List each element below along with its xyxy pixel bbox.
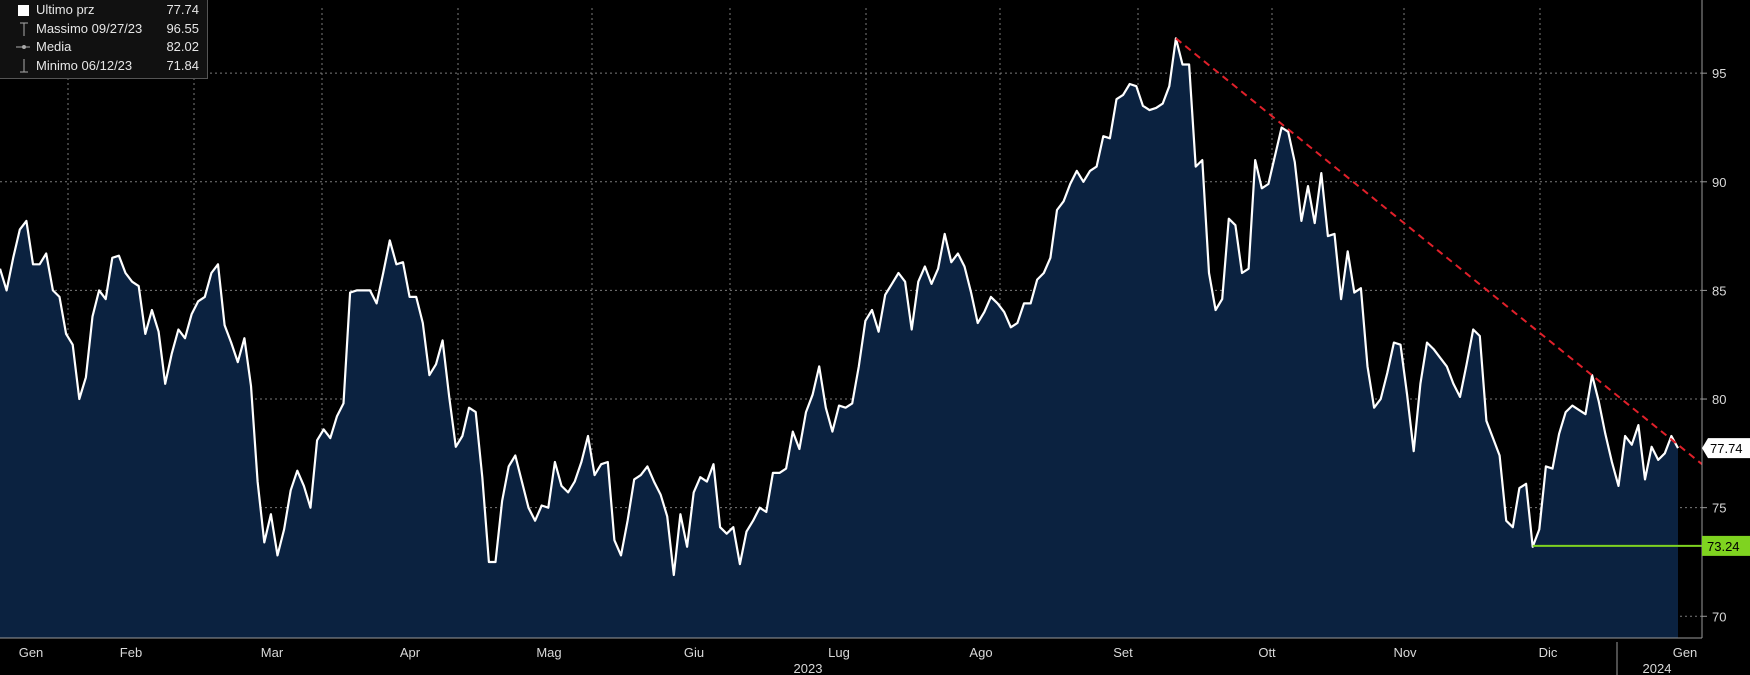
- x-tick-label: Apr: [400, 645, 421, 660]
- legend-box: Ultimo prz 77.74 Massimo 09/27/23 96.55 …: [0, 0, 208, 79]
- x-tick-label: Ago: [969, 645, 992, 660]
- price-area-fill: [0, 38, 1678, 638]
- square-swatch-icon: [18, 5, 29, 16]
- legend-date: 06/12/23: [81, 58, 133, 73]
- value-tags: 77.74 73.24: [1702, 438, 1750, 556]
- y-axis-ticks: 70 75 80 85 90 95: [1702, 66, 1726, 624]
- avg-marker-icon: [16, 45, 30, 49]
- support-tag-bg: [1702, 535, 1750, 556]
- x-axis-year-labels: 2023 2024: [794, 642, 1672, 675]
- legend-value: 77.74: [166, 2, 199, 17]
- legend-label: Minimo: [36, 58, 78, 73]
- x-tick-label: Set: [1113, 645, 1133, 660]
- x-tick-label: Mar: [261, 645, 284, 660]
- x-tick-label: Giu: [684, 645, 704, 660]
- x-tick-label: Nov: [1393, 645, 1417, 660]
- last-price-tag: 77.74: [1702, 438, 1750, 459]
- min-marker-icon: [20, 59, 28, 73]
- x-tick-label: Lug: [828, 645, 850, 660]
- legend-row-max: Massimo 09/27/23 96.55: [6, 20, 199, 38]
- legend-label: Media: [36, 39, 72, 54]
- support-tag-label: 73.24: [1707, 539, 1740, 554]
- y-tick-label: 80: [1712, 392, 1726, 407]
- y-tick-label: 95: [1712, 66, 1726, 81]
- support-tag: 73.24: [1702, 535, 1750, 556]
- x-tick-label: Mag: [536, 645, 561, 660]
- y-tick-label: 85: [1712, 283, 1726, 298]
- legend-label: Ultimo prz: [36, 2, 95, 17]
- y-tick-label: 90: [1712, 175, 1726, 190]
- last-price-tag-label: 77.74: [1710, 441, 1743, 456]
- max-marker-icon: [20, 22, 28, 36]
- legend-row-min: Minimo 06/12/23 71.84: [6, 57, 199, 75]
- legend-row-last: Ultimo prz 77.74: [6, 1, 199, 19]
- x-tick-label: Gen: [1673, 645, 1698, 660]
- legend-value: 82.02: [166, 39, 199, 54]
- x-tick-label: Dic: [1539, 645, 1558, 660]
- legend-value: 71.84: [166, 58, 199, 73]
- legend-label: Massimo: [36, 21, 89, 36]
- legend-value: 96.55: [166, 21, 199, 36]
- last-price-tag-bg: [1702, 438, 1750, 459]
- x-tick-label: Ott: [1258, 645, 1276, 660]
- x-year-label: 2024: [1643, 661, 1672, 675]
- legend-row-avg: Media 82.02: [6, 38, 199, 56]
- resistance-trendline: [1175, 37, 1703, 465]
- legend-date: 09/27/23: [91, 21, 143, 36]
- x-axis-month-labels: Gen Feb Mar Apr Mag Giu Lug Ago Set Ott Nov Dic Gen: [19, 645, 1698, 660]
- price-line: [0, 37, 1679, 577]
- x-tick-label: Gen: [19, 645, 44, 660]
- x-year-label: 2023: [794, 661, 823, 675]
- x-tick-label: Feb: [120, 645, 142, 660]
- y-tick-label: 70: [1712, 609, 1726, 624]
- y-tick-label: 75: [1712, 501, 1726, 516]
- axes: [0, 0, 1703, 639]
